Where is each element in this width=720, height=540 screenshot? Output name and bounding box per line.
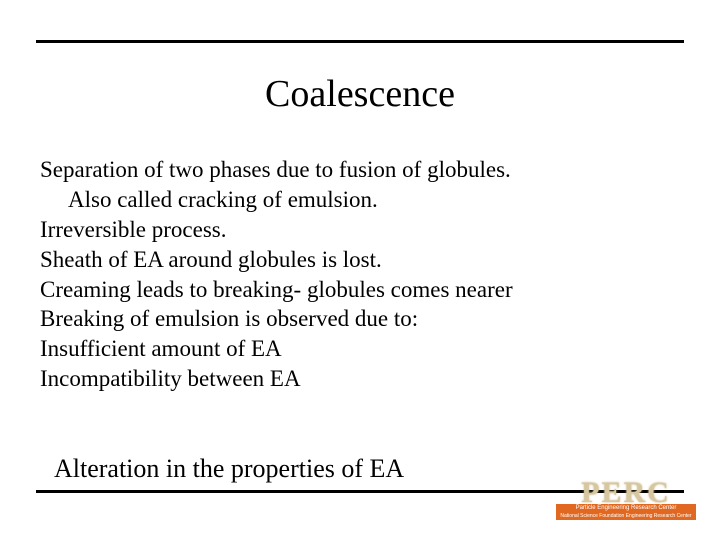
footer-logo: PERC Particle Engineering Research Cente… bbox=[556, 478, 696, 520]
body-line: Sheath of EA around globules is lost. bbox=[40, 245, 680, 275]
top-rule bbox=[36, 40, 684, 43]
slide-title: Coalescence bbox=[0, 72, 720, 116]
body-line: Creaming leads to breaking- globules com… bbox=[40, 275, 680, 305]
logo-subtitle-2: National Science Foundation Engineering … bbox=[556, 513, 696, 520]
body-line: Breaking of emulsion is observed due to: bbox=[40, 304, 680, 334]
highlight-line: Alteration in the properties of EA bbox=[54, 454, 404, 484]
logo-subtitle-1: Particle Engineering Research Center bbox=[556, 504, 696, 513]
body-line: Incompatibility between EA bbox=[40, 364, 680, 394]
body-line: Also called cracking of emulsion. bbox=[40, 185, 680, 215]
body-line: Irreversible process. bbox=[40, 215, 680, 245]
body-text: Separation of two phases due to fusion o… bbox=[40, 155, 680, 394]
body-line: Separation of two phases due to fusion o… bbox=[40, 155, 680, 185]
body-line: Insufficient amount of EA bbox=[40, 334, 680, 364]
